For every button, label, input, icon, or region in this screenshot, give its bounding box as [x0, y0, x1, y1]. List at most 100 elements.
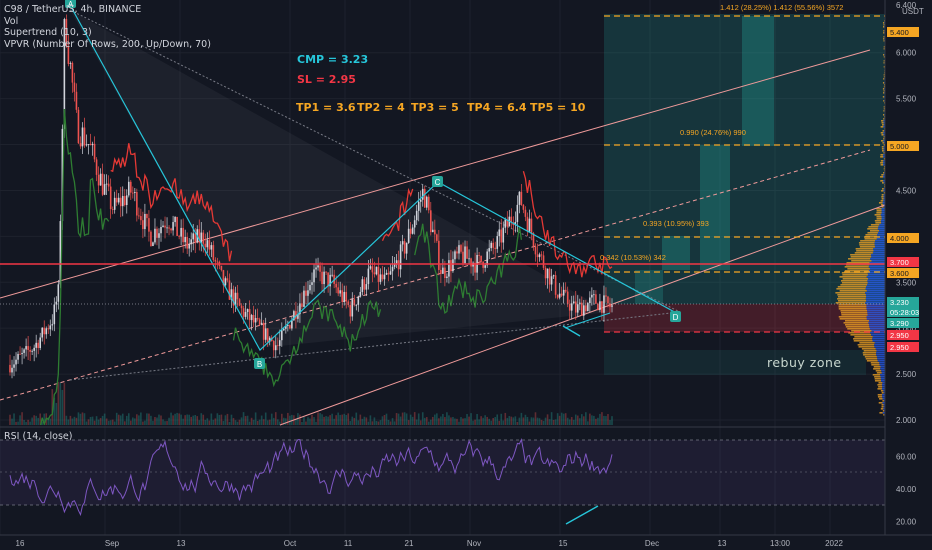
candle-body [250, 314, 253, 321]
volume-bar [83, 413, 86, 425]
rsi-path [9, 437, 613, 517]
volume-bar [313, 417, 315, 425]
vpvr-bar-up [882, 410, 885, 412]
legend-vol[interactable]: Vol [4, 15, 19, 27]
candle-body [297, 314, 299, 319]
vpvr-bar-up [883, 24, 885, 26]
candle-body [411, 227, 414, 234]
vpvr-bar-up [873, 368, 881, 370]
volume-bar [472, 420, 474, 425]
volume-bar [198, 420, 201, 425]
volume-bar [17, 421, 19, 425]
volume-bar [63, 382, 66, 425]
volume-bar [470, 413, 472, 425]
volume-bar [585, 412, 587, 425]
vpvr-bar-up [884, 102, 885, 104]
vpvr-bar-up [881, 406, 884, 408]
time-axis[interactable]: 16 Sep 13 Oct 11 21 Nov 15 Dec 13 13:00 2022 [16, 539, 844, 548]
volume-bar [407, 420, 410, 425]
volume-bar [200, 413, 203, 425]
measure-box-2 [662, 236, 690, 270]
volume-bar [341, 414, 344, 425]
volume-bar [504, 412, 507, 425]
candle-body [593, 294, 595, 296]
price-tag-bg [887, 297, 919, 307]
legend-vpvr[interactable]: VPVR (Number Of Rows, 200, Up/Down, 70) [4, 38, 211, 50]
candle-body [27, 346, 29, 350]
volume-bar [587, 421, 589, 425]
volume-bar [423, 417, 426, 425]
volume-bar [188, 414, 190, 425]
volume-bar [438, 418, 440, 425]
vpvr-bar-up [839, 276, 867, 278]
volume-bar [119, 415, 122, 425]
vpvr-bar-up [876, 372, 882, 374]
vpvr-bar-up [842, 274, 868, 276]
rsi-legend[interactable]: RSI (14, close) [4, 431, 73, 442]
volume-bar [349, 421, 352, 425]
volume-bar [9, 414, 11, 425]
candle-body [162, 225, 164, 227]
volume-bar [576, 415, 579, 425]
time-tick-label: 2022 [825, 539, 843, 548]
rsi-tick-label: 60.00 [896, 452, 917, 461]
vpvr-bar-up [880, 126, 884, 128]
volume-bar [79, 413, 82, 425]
vpvr-bar-down [882, 412, 885, 414]
candle-body [186, 236, 188, 249]
vpvr-bar-down [883, 124, 885, 126]
candle-body [587, 303, 589, 312]
vpvr-bar-up [880, 164, 884, 166]
supertrend-down-segment [110, 143, 233, 262]
volume-bar [560, 412, 563, 425]
point-c-marker: C [432, 176, 443, 187]
svg-text:A: A [68, 0, 74, 9]
vpvr-bar-down [867, 280, 885, 282]
volume-bar [91, 416, 94, 425]
volume-bar [11, 418, 13, 425]
candle-body [480, 255, 482, 262]
volume-bar [301, 421, 303, 425]
price-tag-text: 3.600 [890, 269, 909, 278]
vpvr-bar-down [883, 196, 885, 198]
vpvr-bar-down [883, 198, 885, 200]
volume-bar [345, 414, 348, 425]
candle-body [580, 302, 583, 316]
volume-bar [13, 413, 15, 425]
vpvr-bar-down [865, 302, 885, 304]
volume-bar [206, 418, 209, 425]
symbol-title[interactable]: C98 / TetherUS, 4h, BINANCE [4, 4, 142, 15]
candle-body [43, 327, 46, 335]
candle-body [434, 229, 436, 235]
candle-body [166, 227, 168, 229]
vpvr-bar-down [883, 188, 885, 190]
volume-bar [252, 419, 255, 425]
price-top-label: 6.400 [896, 1, 917, 10]
candle-body [353, 299, 356, 306]
candle-body [601, 301, 603, 313]
volume-bar [246, 415, 249, 425]
candle-body [75, 91, 78, 110]
vpvr-bar-up [883, 48, 885, 50]
measure-label-1: 1.412 (28.25%) 1.412 (55.56%) 3572 [720, 3, 843, 12]
candle-body [99, 173, 102, 186]
volume-bar [436, 413, 438, 425]
candle-body [544, 267, 547, 279]
point-a-marker: A [65, 0, 76, 9]
vpvr-bar-up [873, 366, 881, 368]
volume-bar [458, 421, 460, 425]
volume-bar [176, 412, 178, 425]
vpvr-bar-up [845, 326, 870, 328]
volume-bar [49, 418, 52, 425]
vpvr-bar-down [883, 176, 885, 178]
legend-supertrend[interactable]: Supertrend (10, 3) [4, 27, 92, 38]
volume-bar [391, 418, 394, 425]
candle-body [335, 283, 337, 288]
vpvr-bar-down [877, 358, 885, 360]
vpvr-bar-up [838, 306, 867, 308]
vpvr-bar-up [875, 222, 882, 224]
volume-bar [353, 417, 356, 425]
candle-body [371, 266, 374, 273]
vpvr-bar-up [835, 302, 866, 304]
